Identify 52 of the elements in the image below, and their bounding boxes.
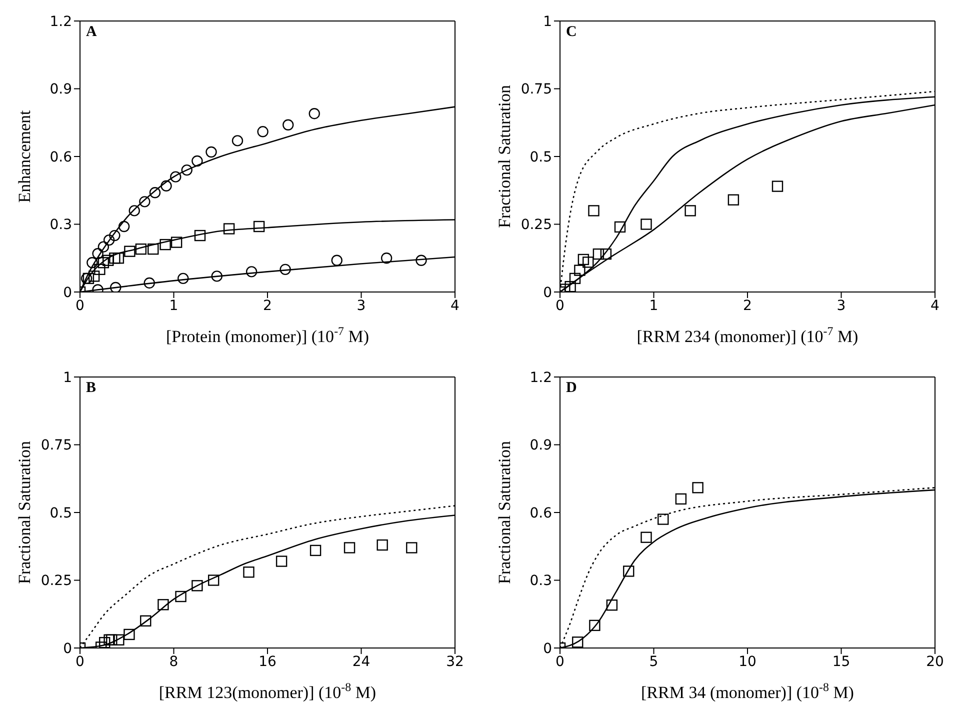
y-tick-label: 0.3 [50, 217, 72, 234]
y-axis-title: Fractional Saturation [495, 440, 514, 584]
x-tick-label: 8 [169, 654, 178, 670]
y-tick-label: 0.6 [50, 149, 72, 166]
x-tick-label: 0 [76, 654, 84, 670]
y-tick-label: 0 [63, 284, 72, 301]
y-tick-label: 1 [63, 370, 72, 386]
y-tick-label: 0 [543, 640, 552, 657]
x-tick-label: 16 [258, 654, 276, 670]
annotation: C [566, 24, 577, 41]
annotation: A [86, 24, 97, 41]
y-tick-label: 1.2 [530, 370, 552, 386]
y-tick-label: 0.3 [530, 573, 552, 590]
y-tick-label: 0.9 [50, 82, 72, 98]
y-tick-label: 1 [543, 14, 552, 30]
y-tick-label: 0.6 [530, 505, 552, 522]
x-axis-title: [RRM 123(monomer)] (10$^{-8}$ M) [158, 680, 376, 702]
x-tick-label: 10 [738, 654, 756, 670]
x-tick-label: 3 [356, 298, 366, 314]
y-tick-label: 0.5 [50, 505, 72, 522]
y-axis-title: Fractional Saturation [495, 84, 514, 228]
y-tick-label: 0.75 [40, 438, 72, 454]
y-tick-label: 0 [63, 640, 72, 657]
x-tick-label: 2 [743, 298, 752, 314]
y-axis-title: Enhancement [15, 110, 34, 203]
x-tick-label: 0 [556, 298, 564, 314]
x-tick-label: 0 [556, 654, 564, 670]
x-tick-label: 3 [836, 298, 846, 314]
x-tick-label: 1 [169, 298, 178, 314]
y-tick-label: 0.25 [520, 217, 552, 234]
x-tick-label: 5 [649, 654, 658, 670]
y-tick-label: 0 [543, 284, 552, 301]
y-axis-title: Fractional Saturation [15, 440, 34, 584]
x-tick-label: 0 [76, 298, 84, 314]
x-tick-label: 24 [352, 654, 370, 670]
y-tick-label: 0.5 [530, 149, 552, 166]
x-axis-title: [RRM 234 (monomer)] (10$^{-7}$ M) [636, 324, 858, 346]
x-tick-label: 4 [450, 298, 460, 314]
x-axis-title: [Protein (monomer)] (10$^{-7}$ M) [166, 324, 370, 346]
y-tick-label: 0.75 [520, 82, 552, 98]
x-axis-title: [RRM 34 (monomer)] (10$^{-8}$ M) [641, 680, 854, 702]
x-tick-label: 4 [930, 298, 940, 314]
annotation: B [86, 380, 96, 397]
x-tick-label: 32 [446, 654, 464, 670]
x-tick-label: 1 [649, 298, 658, 314]
y-tick-label: 0.25 [40, 573, 72, 590]
annotation: D [566, 380, 577, 397]
x-tick-label: 20 [926, 654, 944, 670]
x-tick-label: 15 [832, 654, 850, 670]
y-tick-label: 1.2 [50, 14, 72, 30]
y-tick-label: 0.9 [530, 438, 552, 454]
x-tick-label: 2 [263, 298, 272, 314]
